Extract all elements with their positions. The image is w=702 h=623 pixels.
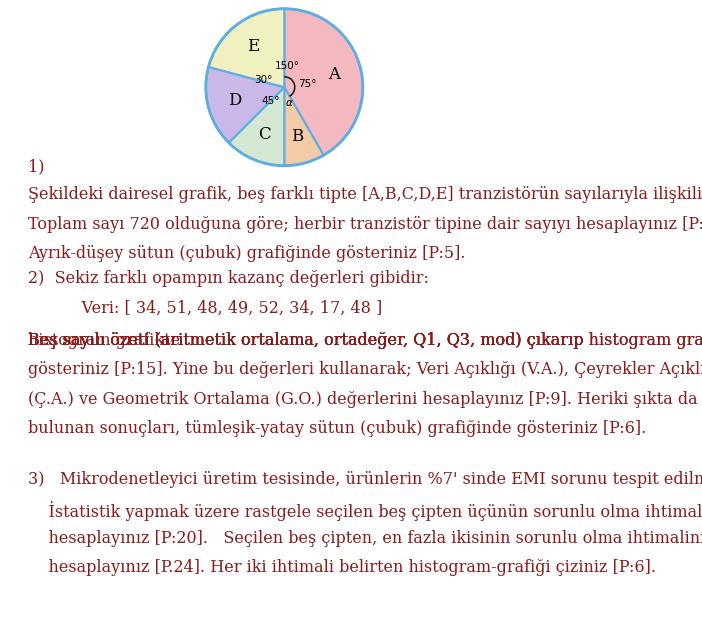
Text: D: D <box>228 92 241 109</box>
Text: A: A <box>328 65 340 82</box>
Text: 75°: 75° <box>298 78 316 88</box>
Text: hesaplayınız [P.24]. Her iki ihtimali belirten histogram-grafiği çiziniz [P:6].: hesaplayınız [P.24]. Her iki ihtimali be… <box>28 559 656 576</box>
Text: Veri: [ 34, 51, 48, 49, 52, 34, 17, 48 ]: Veri: [ 34, 51, 48, 49, 52, 34, 17, 48 ] <box>56 300 383 316</box>
Text: 150°: 150° <box>275 61 300 71</box>
Text: gösteriniz [P:15]. Yine bu değerleri kullanarak; Veri Açıklığı (V.A.), Çeyrekler: gösteriniz [P:15]. Yine bu değerleri kul… <box>28 361 702 379</box>
Text: 2)  Sekiz farklı opampın kazanç değerleri gibidir:: 2) Sekiz farklı opampın kazanç değerleri… <box>28 270 429 287</box>
Text: hesaplayınız [P:20].   Seçilen beş çipten, en fazla ikisinin sorunlu olma ihtima: hesaplayınız [P:20]. Seçilen beş çipten,… <box>28 530 702 547</box>
Text: 1): 1) <box>28 158 45 175</box>
Text: Ayrık-düşey sütun (çubuk) grafiğinde gösteriniz [P:5].: Ayrık-düşey sütun (çubuk) grafiğinde gös… <box>28 245 465 262</box>
Wedge shape <box>206 67 284 143</box>
Text: (Ç.A.) ve Geometrik Ortalama (G.O.) değerlerini hesaplayınız [P:9]. Heriki şıkta: (Ç.A.) ve Geometrik Ortalama (G.O.) değe… <box>28 391 698 408</box>
Wedge shape <box>208 9 284 87</box>
Text: Beş sayılı özeti (aritmetik ortalama, ortadeğer, Q1, Q3, mod) çıkarıp: Beş sayılı özeti (aritmetik ortalama, or… <box>28 332 589 349</box>
Text: 45°: 45° <box>261 96 279 106</box>
Text: α: α <box>286 98 293 108</box>
Text: C: C <box>258 126 271 143</box>
Text: 3)   Mikrodenetleyici üretim tesisinde, ürünlerin %7' sinde EMI sorunu tespit ed: 3) Mikrodenetleyici üretim tesisinde, ür… <box>28 471 702 488</box>
Text: E: E <box>247 38 259 55</box>
Text: 30°: 30° <box>254 75 272 85</box>
Text: Beş sayılı özeti (aritmetik ortalama, ortadeğer, Q1, Q3, mod) çıkarıp histogram : Beş sayılı özeti (aritmetik ortalama, or… <box>28 332 702 349</box>
Wedge shape <box>229 87 284 166</box>
Text: Beş sayılı özeti (aritmetik ortalama, ortadeğer, Q1, Q3, mod) çıkarıp histogram : Beş sayılı özeti (aritmetik ortalama, or… <box>28 332 702 349</box>
Text: bulunan sonuçları, tümleşik-yatay sütun (çubuk) grafiğinde gösteriniz [P:6].: bulunan sonuçları, tümleşik-yatay sütun … <box>28 421 647 437</box>
Text: Toplam sayı 720 olduğuna göre; herbir tranzistör tipine dair sayıyı hesaplayınız: Toplam sayı 720 olduğuna göre; herbir tr… <box>28 216 702 232</box>
Text: İstatistik yapmak üzere rastgele seçilen beş çipten üçünün sorunlu olma ihtimali: İstatistik yapmak üzere rastgele seçilen… <box>28 501 702 520</box>
Wedge shape <box>284 9 363 155</box>
Wedge shape <box>284 87 324 166</box>
Text: Şekildeki dairesel grafik, beş farklı tipte [A,B,C,D,E] tranzistörün sayılarıyla: Şekildeki dairesel grafik, beş farklı ti… <box>28 186 702 203</box>
Text: B: B <box>291 128 304 145</box>
Text: histogram grafikte: histogram grafikte <box>28 332 180 349</box>
Text: Beş sayılı özeti (aritmetik ortalama, ortadeğer, Q1, Q3, mod) çıkarıp: Beş sayılı özeti (aritmetik ortalama, or… <box>28 332 589 349</box>
